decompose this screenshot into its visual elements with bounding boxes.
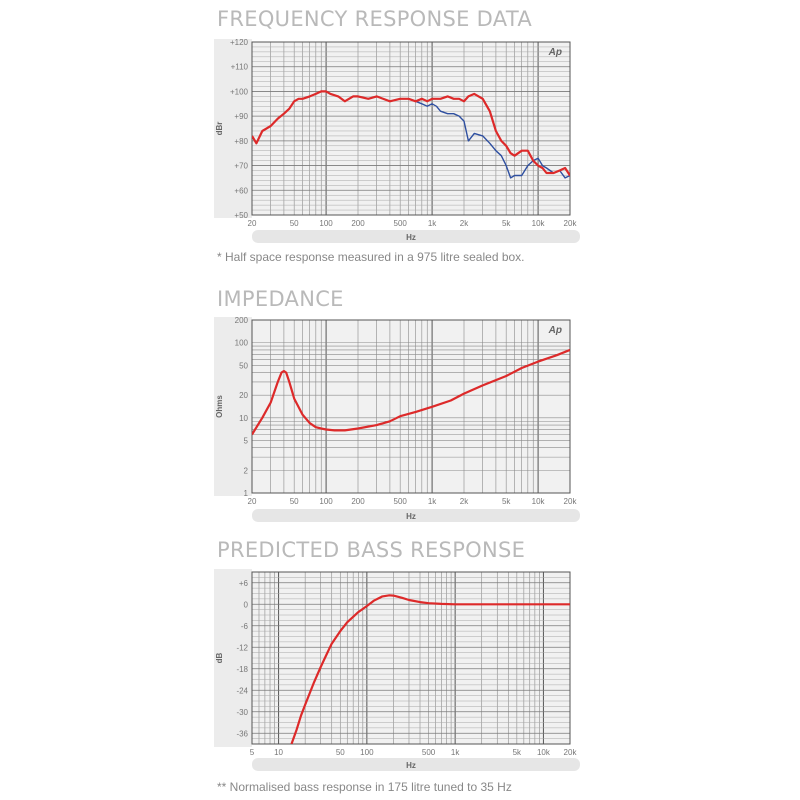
x-tick-label: 500: [422, 748, 436, 757]
x-axis-label: Hz: [406, 761, 416, 770]
y-tick-label: +80: [234, 137, 248, 146]
chart-title: PREDICTED BASS RESPONSE: [217, 538, 525, 562]
plot-area: [252, 320, 570, 493]
x-axis-label: Hz: [406, 233, 416, 242]
x-tick-label: 5k: [513, 748, 522, 757]
x-tick-label: 1k: [428, 219, 437, 228]
chart-1: FREQUENCY RESPONSE DATA +50 +60 +70 +80 +90 +1…: [214, 7, 580, 264]
y-tick-label: -36: [236, 729, 248, 738]
x-tick-label: 20: [248, 497, 257, 506]
x-tick-label: 20: [248, 219, 257, 228]
grid: [251, 41, 571, 216]
x-tick-label: 10k: [532, 497, 546, 506]
y-axis-band: [214, 317, 252, 496]
y-tick-label: -6: [241, 622, 249, 631]
series-line-1: [290, 594, 570, 744]
chart-title: FREQUENCY RESPONSE DATA: [217, 7, 532, 31]
y-tick-label: 10: [239, 414, 248, 423]
y-tick-label: 100: [235, 339, 249, 348]
x-tick-label: 20k: [564, 748, 578, 757]
y-tick-label: +120: [230, 38, 249, 47]
x-tick-label: 5k: [502, 497, 511, 506]
x-axis-band: [252, 230, 580, 243]
chart-title: IMPEDANCE: [217, 287, 344, 311]
plot-area: [252, 42, 570, 215]
y-tick-label: +6: [239, 579, 249, 588]
y-tick-label: +110: [231, 63, 249, 72]
y-tick-label: +50: [234, 211, 248, 220]
x-axis-band: [252, 758, 580, 771]
y-axis-label: dBr: [215, 122, 224, 136]
chart-3: PREDICTED BASS RESPONSE +6 0 -6 -12 -18 -24 -30…: [214, 538, 580, 794]
x-tick-label: 50: [336, 748, 345, 757]
y-tick-label: +90: [234, 112, 248, 121]
series-line-2: [252, 90, 570, 177]
x-tick-label: 200: [351, 219, 365, 228]
y-tick-label: 50: [239, 361, 248, 370]
y-tick-label: 2: [244, 466, 249, 475]
y-tick-label: -30: [236, 708, 248, 717]
x-tick-label: 10: [274, 748, 283, 757]
y-axis-band: [214, 569, 252, 747]
x-axis-label: Hz: [406, 512, 416, 521]
ap-logo: Ap: [548, 325, 562, 336]
x-tick-label: 2k: [460, 219, 469, 228]
x-tick-label: 20k: [564, 219, 578, 228]
chart-footnote: * Half space response measured in a 975 …: [217, 250, 525, 264]
x-tick-label: 10k: [537, 748, 551, 757]
x-tick-label: 5: [250, 748, 255, 757]
y-tick-label: +70: [234, 162, 248, 171]
y-tick-label: 0: [244, 600, 249, 609]
x-tick-label: 1k: [428, 497, 437, 506]
x-tick-label: 100: [360, 748, 374, 757]
series-line-1: [252, 348, 570, 436]
x-tick-label: 100: [319, 219, 333, 228]
y-tick-label: 5: [244, 436, 249, 445]
chart-footnote: ** Normalised bass response in 175 litre…: [217, 780, 512, 794]
x-tick-label: 20k: [564, 497, 578, 506]
y-tick-label: 200: [235, 316, 249, 325]
x-tick-label: 500: [394, 497, 408, 506]
y-axis-band: [214, 39, 252, 218]
x-tick-label: 10k: [532, 219, 546, 228]
x-tick-label: 500: [394, 219, 408, 228]
y-tick-label: -24: [236, 686, 248, 695]
chart-2: IMPEDANCE 1 2 5 10 20 50 100 200 Ohms 20 50 100 200 50…: [214, 287, 580, 522]
y-tick-label: 20: [239, 391, 248, 400]
y-axis-label: Ohms: [215, 395, 224, 418]
x-tick-label: 5k: [502, 219, 511, 228]
y-tick-label: +60: [234, 186, 248, 195]
ap-logo: Ap: [548, 47, 562, 58]
y-tick-label: 1: [244, 489, 249, 498]
x-tick-label: 100: [319, 497, 333, 506]
x-tick-label: 200: [351, 497, 365, 506]
y-tick-label: +100: [230, 87, 249, 96]
y-axis-label: dB: [215, 652, 224, 663]
x-tick-label: 1k: [451, 748, 460, 757]
grid: [251, 571, 571, 745]
y-tick-label: -12: [236, 643, 248, 652]
x-tick-label: 50: [290, 219, 299, 228]
x-tick-label: 2k: [460, 497, 469, 506]
x-tick-label: 50: [290, 497, 299, 506]
x-axis-band: [252, 509, 580, 522]
y-tick-label: -18: [236, 665, 248, 674]
